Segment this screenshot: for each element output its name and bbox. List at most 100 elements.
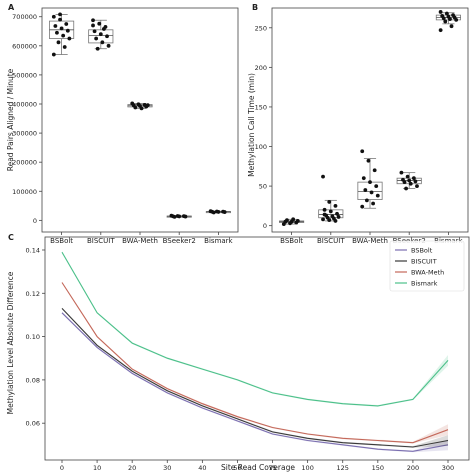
panel-b-letter: B <box>252 3 258 12</box>
panel-b-ylabel: Methylation Call Time (min) <box>247 73 256 177</box>
panel-c-y-axis: 0.06 0.08 0.10 0.12 0.14 <box>26 246 45 428</box>
panel-b: B Methylation Call Time (min) 0 50 100 150 2… <box>247 3 469 245</box>
data-point <box>183 214 188 219</box>
x-tick-label: 125 <box>337 464 349 472</box>
x-tick-label: 200 <box>407 464 419 472</box>
panel-c-x-axis: 0 10 20 30 40 50 75 100 125 150 200 300 <box>60 460 454 472</box>
y-tick-label: 250 <box>255 24 267 32</box>
data-point <box>411 176 416 181</box>
x-tick-label: 300 <box>442 464 454 472</box>
y-tick-label: 300000 <box>12 130 37 138</box>
y-tick-label: 0.14 <box>26 246 40 254</box>
data-point <box>322 212 327 217</box>
data-point <box>100 40 105 45</box>
data-point <box>285 218 289 223</box>
data-point <box>438 10 443 14</box>
data-point <box>58 12 62 17</box>
box-bwa-meth <box>127 101 153 111</box>
data-point <box>371 201 376 206</box>
data-point <box>58 17 62 22</box>
data-point <box>454 17 459 22</box>
x-tick-label: 20 <box>128 464 136 472</box>
y-tick-label: 200 <box>255 64 267 72</box>
y-tick-label: 0.08 <box>26 376 40 384</box>
data-point <box>172 214 177 219</box>
x-tick-label: BWA-Meth <box>352 237 388 245</box>
box-iqr <box>88 29 114 44</box>
data-point <box>405 174 410 179</box>
data-point <box>335 211 339 216</box>
y-tick-label: 0 <box>33 217 37 225</box>
data-point <box>438 28 443 33</box>
data-point <box>360 149 365 154</box>
y-tick-label: 0 <box>263 222 267 230</box>
data-point <box>336 215 341 219</box>
panel-b-y-axis: 0 50 100 150 200 250 <box>255 24 272 230</box>
panel-c: C Methylation Level Absolute Difference … <box>6 233 470 472</box>
x-tick-label: BWA-Meth <box>122 237 158 245</box>
data-point <box>322 207 327 212</box>
box-bismark <box>435 10 461 33</box>
data-point <box>368 180 372 185</box>
data-point <box>67 36 72 41</box>
data-point <box>327 200 332 204</box>
y-tick-label: 600000 <box>12 42 37 50</box>
data-point <box>91 23 95 28</box>
panel-a-frame <box>41 7 239 233</box>
data-point <box>211 210 216 215</box>
data-point <box>105 34 109 39</box>
data-point <box>216 210 221 214</box>
y-tick-label: 0.12 <box>26 290 40 298</box>
panel-c-frame <box>44 236 470 461</box>
legend-label: BWA-Meth <box>411 268 444 276</box>
panel-a-ylabel: Read Pairs Aligned / Minute <box>6 68 15 171</box>
y-tick-label: 700000 <box>12 13 37 21</box>
data-point <box>375 193 380 198</box>
panel-a-letter: A <box>8 3 15 12</box>
y-tick-label: 0.06 <box>26 420 40 428</box>
y-tick-label: 100000 <box>12 188 37 196</box>
x-tick-label: 10 <box>93 464 101 472</box>
data-point <box>55 30 59 35</box>
panel-c-xlabel: Site Read Coverage <box>221 463 295 472</box>
data-point <box>364 198 369 203</box>
data-point <box>64 22 69 26</box>
data-point <box>106 43 111 48</box>
x-tick-label: 0 <box>60 464 64 472</box>
data-point <box>328 209 333 214</box>
x-tick-label: 50 <box>233 464 241 472</box>
panel-c-ylabel: Methylation Level Absolute Difference <box>6 271 15 414</box>
y-tick-label: 0.10 <box>26 333 40 341</box>
data-point <box>95 46 100 51</box>
data-point <box>65 28 70 33</box>
data-point <box>361 176 366 181</box>
panel-c-letter: C <box>8 233 14 242</box>
y-tick-label: 200000 <box>12 159 37 167</box>
data-point <box>61 33 66 38</box>
data-point <box>139 106 144 111</box>
data-point <box>321 217 325 222</box>
data-point <box>56 40 61 45</box>
panel-a-plot <box>49 12 231 219</box>
data-point <box>97 21 102 26</box>
data-point <box>291 217 296 222</box>
x-tick-label: BSBolt <box>280 237 303 245</box>
data-point <box>295 219 300 223</box>
box-bseeker2 <box>166 213 192 219</box>
box-biscuit <box>88 18 114 51</box>
data-point <box>321 174 325 179</box>
data-point <box>222 210 227 214</box>
series-line <box>61 251 449 407</box>
data-point <box>51 52 56 57</box>
y-tick-label: 150 <box>255 103 267 111</box>
data-point <box>449 24 454 29</box>
panel-c-legend: BSBolt BISCUIT BWA-Meth Bismark <box>389 240 465 292</box>
data-point <box>51 14 56 19</box>
data-point <box>62 45 67 49</box>
data-point <box>327 218 332 223</box>
legend-label: BISCUIT <box>411 257 437 265</box>
data-point <box>98 32 103 37</box>
data-point <box>444 11 449 16</box>
data-point <box>448 17 452 21</box>
